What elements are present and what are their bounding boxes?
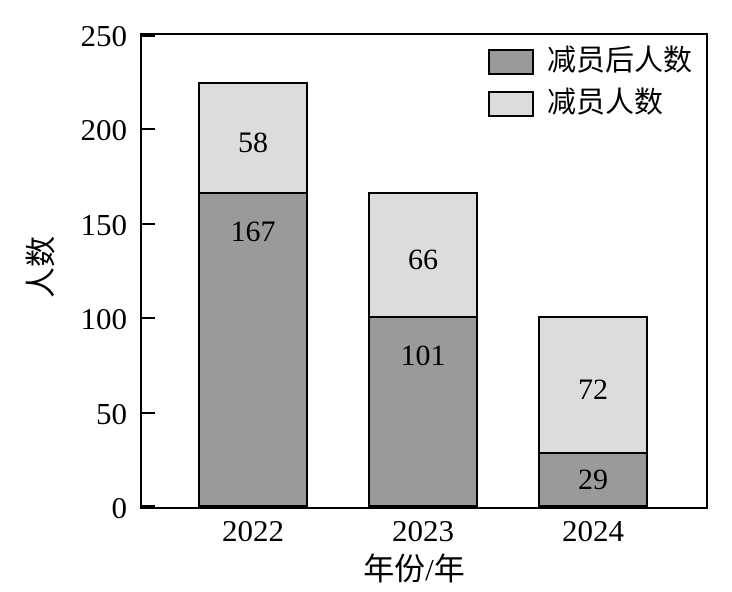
y-tick-label: 200	[80, 112, 128, 148]
bar-value-label-reduction: 58	[238, 125, 268, 159]
bar-segment-after-reduction	[198, 191, 308, 507]
legend-label: 减员后人数	[547, 45, 693, 77]
y-tick-mark	[142, 317, 155, 320]
y-tick-mark	[142, 505, 155, 507]
bar-value-label-reduction: 72	[578, 373, 608, 407]
legend-label: 减员人数	[547, 87, 664, 119]
x-category-label: 2022	[222, 513, 284, 548]
y-tick-label: 50	[96, 395, 127, 431]
legend-row: 减员后人数	[488, 47, 692, 76]
bar-2022: 58 167	[198, 82, 308, 507]
bar-segment-reduction	[538, 316, 648, 453]
y-tick-mark	[142, 411, 155, 414]
bar-2024: 72 29	[538, 316, 648, 507]
y-tick-mark	[142, 222, 155, 225]
y-tick-label: 250	[80, 18, 128, 53]
legend-swatch	[488, 48, 534, 75]
y-tick-label: 100	[80, 301, 128, 337]
legend-swatch	[488, 90, 534, 117]
plot-area: 58 167 66 101 72 29 减员后人数减员人数	[140, 33, 708, 509]
bar-segment-after-reduction	[538, 452, 648, 507]
bar-segment-reduction	[368, 191, 478, 317]
legend: 减员后人数 减员人数	[488, 47, 692, 118]
bar-value-label-after-reduction: 29	[578, 462, 608, 496]
legend-row: 减员人数	[488, 89, 692, 118]
bar-value-label-after-reduction: 101	[400, 339, 446, 373]
y-tick-mark	[142, 35, 155, 37]
x-axis-title: 年份/年	[363, 552, 465, 587]
y-tick-mark	[142, 128, 155, 131]
bar-2023: 66 101	[368, 191, 478, 507]
y-tick-label: 0	[111, 490, 128, 525]
bar-value-label-after-reduction: 167	[230, 214, 276, 248]
x-category-label: 2024	[562, 513, 624, 548]
bar-segment-after-reduction	[368, 316, 478, 507]
y-tick-label: 150	[80, 206, 128, 242]
bar-value-label-reduction: 66	[408, 243, 438, 277]
x-category-label: 2023	[392, 513, 454, 548]
bar-segment-reduction	[198, 82, 308, 192]
